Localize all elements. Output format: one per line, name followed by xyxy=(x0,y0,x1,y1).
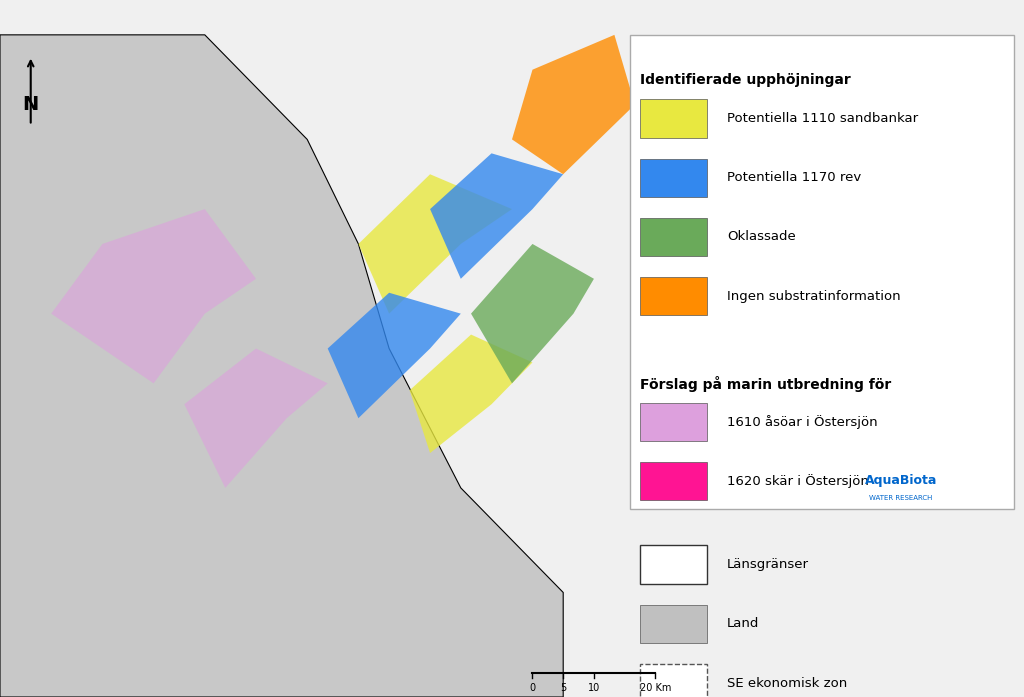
FancyBboxPatch shape xyxy=(640,99,707,138)
FancyBboxPatch shape xyxy=(640,403,707,441)
Polygon shape xyxy=(430,153,563,279)
Text: Identifierade upphöjningar: Identifierade upphöjningar xyxy=(640,73,851,87)
Polygon shape xyxy=(410,335,532,453)
FancyBboxPatch shape xyxy=(640,604,707,643)
Polygon shape xyxy=(512,35,635,174)
FancyBboxPatch shape xyxy=(640,462,707,500)
Text: 20 Km: 20 Km xyxy=(640,683,671,693)
Text: WATER RESEARCH: WATER RESEARCH xyxy=(869,496,933,501)
Text: Länsgränser: Länsgränser xyxy=(727,558,809,571)
Text: N: N xyxy=(23,95,39,114)
FancyBboxPatch shape xyxy=(630,35,1014,509)
Text: Potentiella 1110 sandbankar: Potentiella 1110 sandbankar xyxy=(727,112,919,125)
Text: 10: 10 xyxy=(588,683,600,693)
Polygon shape xyxy=(328,293,461,418)
Text: Förslag på marin utbredning för: Förslag på marin utbredning för xyxy=(640,376,891,392)
Text: Potentiella 1170 rev: Potentiella 1170 rev xyxy=(727,171,861,184)
FancyBboxPatch shape xyxy=(640,664,707,697)
Polygon shape xyxy=(471,244,594,383)
Text: 1620 skär i Östersjön: 1620 skär i Östersjön xyxy=(727,474,869,488)
Polygon shape xyxy=(358,174,512,314)
FancyBboxPatch shape xyxy=(640,158,707,197)
Text: Oklassade: Oklassade xyxy=(727,231,796,243)
Polygon shape xyxy=(51,209,256,383)
FancyBboxPatch shape xyxy=(640,545,707,583)
Text: Ingen substratinformation: Ingen substratinformation xyxy=(727,290,901,302)
Text: 0: 0 xyxy=(529,683,536,693)
FancyBboxPatch shape xyxy=(640,217,707,256)
FancyBboxPatch shape xyxy=(640,277,707,315)
Text: Land: Land xyxy=(727,618,760,630)
Text: SE ekonomisk zon: SE ekonomisk zon xyxy=(727,677,847,689)
Polygon shape xyxy=(184,348,328,488)
Text: 5: 5 xyxy=(560,683,566,693)
Text: AquaBiota: AquaBiota xyxy=(865,475,937,487)
Polygon shape xyxy=(0,35,563,697)
Text: 1610 åsöar i Östersjön: 1610 åsöar i Östersjön xyxy=(727,415,878,429)
